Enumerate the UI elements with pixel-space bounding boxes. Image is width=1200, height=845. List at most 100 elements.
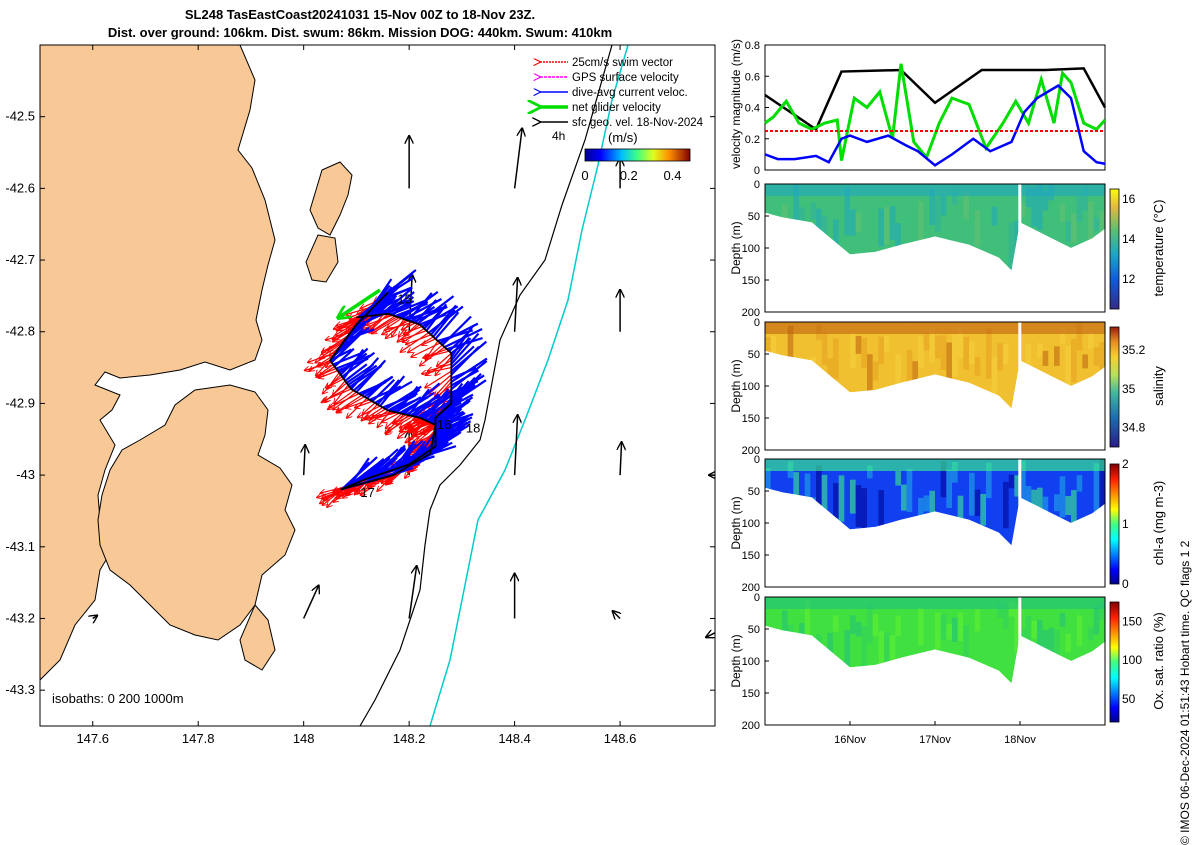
figure-canvas: 15 16 18 17 147.6 147.8 148 148.2 148.4 148.6 -4… xyxy=(5,40,1166,746)
dive-avg-vector xyxy=(450,369,480,387)
section-texture xyxy=(1048,346,1054,384)
dive-avg-vector xyxy=(419,313,447,326)
section-texture xyxy=(1037,184,1043,230)
dive-avg-vector xyxy=(435,407,460,421)
section-texture xyxy=(770,468,777,506)
section-texture xyxy=(1059,476,1066,518)
section-texture xyxy=(1008,335,1015,374)
dive-avg-vector xyxy=(450,366,477,380)
section-texture xyxy=(1003,481,1009,529)
swim-vector xyxy=(362,402,376,414)
dive-avg-vector xyxy=(439,322,479,344)
section-surface-band xyxy=(765,597,1105,609)
section-texture xyxy=(827,200,833,243)
section-texture xyxy=(980,212,986,239)
section-below-bottom xyxy=(765,212,1105,312)
swim-vector xyxy=(400,332,430,352)
swim-vector xyxy=(435,356,452,376)
section-colorbar-tick-label: 34.8 xyxy=(1122,421,1146,435)
dive-avg-vector xyxy=(435,425,466,442)
dive-avg-vector xyxy=(366,379,387,400)
dive-avg-vector xyxy=(394,302,428,318)
velocity-ytick-label: 0.4 xyxy=(745,103,760,115)
section-texture xyxy=(1082,186,1088,211)
section-texture xyxy=(827,461,833,491)
section-texture xyxy=(912,629,918,643)
section-texture xyxy=(952,334,958,377)
map-xtick-label: 147.8 xyxy=(182,731,215,746)
legend-swim-label: 25cm/s swim vector xyxy=(572,57,673,69)
legend-geo-label: sfc geo. vel. 18-Nov-2024 xyxy=(572,117,704,129)
section-texture xyxy=(923,196,930,242)
section-texture xyxy=(969,472,975,516)
section-colorbar-label: salinity xyxy=(1151,366,1166,406)
day-marker-label: 17 xyxy=(360,485,374,500)
section-texture xyxy=(850,209,856,236)
section-texture xyxy=(997,343,1003,371)
section-texture xyxy=(974,357,981,376)
section-ytick-label: 100 xyxy=(742,518,760,530)
section-texture xyxy=(895,354,901,389)
section-colorbar-tick-label: 1 xyxy=(1122,517,1129,531)
map-ytick-label: -42.6 xyxy=(5,180,35,195)
section-texture xyxy=(1099,603,1105,620)
section-texture xyxy=(991,356,998,400)
section-texture xyxy=(980,615,986,631)
section-texture xyxy=(799,207,805,235)
section-texture xyxy=(923,495,930,512)
section-texture xyxy=(929,490,935,513)
geo-vector xyxy=(620,442,622,476)
swim-vector xyxy=(381,412,400,422)
section-texture xyxy=(770,189,777,236)
section-surface-band xyxy=(765,459,1105,471)
section-texture xyxy=(833,615,839,632)
dive-avg-vector xyxy=(371,378,395,403)
section-texture xyxy=(946,623,952,640)
section-texture xyxy=(940,335,947,370)
map-ytick-label: -43.3 xyxy=(5,682,35,697)
section-colorbar-label: temperature (°C) xyxy=(1151,200,1166,297)
section-xtick-label: 17Nov xyxy=(919,734,951,746)
day-marker-label: 15 xyxy=(397,291,411,306)
section-texture xyxy=(923,605,930,646)
dive-avg-vector xyxy=(450,379,487,405)
section-texture xyxy=(770,335,777,365)
section-texture xyxy=(821,474,828,525)
section-colorbar-tick-label: 14 xyxy=(1122,232,1136,246)
section-texture xyxy=(1003,191,1009,212)
section-texture xyxy=(895,471,901,486)
section-ytick-label: 150 xyxy=(742,413,760,425)
section-texture xyxy=(901,484,907,511)
section-texture xyxy=(1042,350,1049,366)
section-texture xyxy=(838,475,845,522)
dive-avg-vector xyxy=(428,305,464,334)
section-texture xyxy=(1054,346,1060,366)
dive-avg-vector xyxy=(435,417,467,436)
section-texture xyxy=(991,615,998,631)
section-texture xyxy=(1076,475,1083,492)
dive-avg-vector xyxy=(403,298,443,321)
section-texture xyxy=(1093,217,1100,231)
dive-avg-vector xyxy=(362,448,399,482)
section-texture xyxy=(963,624,969,670)
section-texture xyxy=(935,335,941,359)
map-xtick-label: 148.6 xyxy=(604,731,637,746)
section-texture xyxy=(1099,210,1105,248)
land-masses xyxy=(40,45,353,681)
section-xtick-label: 18Nov xyxy=(1004,734,1036,746)
forestier-peninsula xyxy=(97,384,296,641)
swim-vector xyxy=(330,393,360,408)
isobath-1000m xyxy=(429,45,629,726)
section-ytick-label: 200 xyxy=(742,720,760,732)
dive-avg-vector xyxy=(378,444,406,476)
section-texture xyxy=(827,358,833,382)
section-texture xyxy=(872,194,879,213)
section-ytick-label: 100 xyxy=(742,243,760,255)
map-colorbar-tick-label: 0 xyxy=(581,168,588,183)
section-texture xyxy=(855,212,862,233)
dive-avg-vector xyxy=(450,332,480,365)
map-frame xyxy=(39,44,716,727)
section-texture xyxy=(821,332,828,365)
swim-vector xyxy=(330,378,344,386)
swim-vector xyxy=(370,412,398,419)
